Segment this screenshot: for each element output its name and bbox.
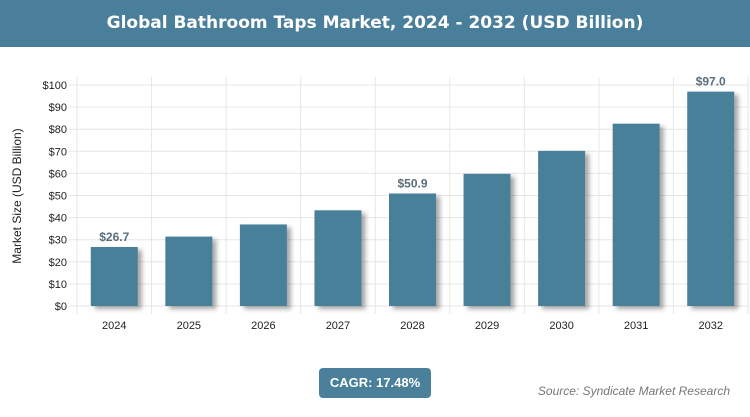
y-tick-label: $0 <box>55 301 67 313</box>
y-tick-label: $60 <box>49 168 67 180</box>
data-label: $26.7 <box>99 230 129 244</box>
bar-2024 <box>90 246 138 306</box>
data-label: $97.0 <box>696 75 726 89</box>
y-tick-label: $90 <box>49 102 67 114</box>
bar-2032 <box>687 91 735 306</box>
x-tick-label: 2026 <box>251 320 275 332</box>
y-axis-label: Market Size (USD Billion) <box>10 128 24 263</box>
y-tick-label: $80 <box>49 124 67 136</box>
bar-2031 <box>612 123 660 306</box>
y-tick-label: $10 <box>49 279 67 291</box>
source-note: Source: Syndicate Market Research <box>537 384 730 398</box>
bar-2028 <box>389 193 436 306</box>
bar-2026 <box>239 224 287 306</box>
y-tick-label: $100 <box>43 80 67 92</box>
y-tick-label: $30 <box>49 235 67 247</box>
bar-2027 <box>314 210 362 306</box>
x-tick-label: 2027 <box>326 320 350 332</box>
x-tick-label: 2031 <box>624 320 648 332</box>
x-tick-label: 2032 <box>698 320 722 332</box>
bar-2025 <box>165 236 213 306</box>
x-tick-label: 2029 <box>475 320 499 332</box>
x-tick-label: 2024 <box>102 320 126 332</box>
x-tick-label: 2030 <box>549 320 573 332</box>
bar-2029 <box>463 173 511 306</box>
chart-title: Global Bathroom Taps Market, 2024 - 2032… <box>0 0 750 47</box>
y-tick-label: $50 <box>49 191 67 203</box>
x-tick-label: 2025 <box>177 320 201 332</box>
x-tick-label: 2028 <box>400 320 424 332</box>
y-tick-label: $70 <box>49 146 67 158</box>
y-tick-label: $40 <box>49 213 67 225</box>
y-tick-label: $20 <box>49 257 67 269</box>
bar-2030 <box>538 150 586 306</box>
cagr-badge: CAGR: 17.48% <box>319 368 431 398</box>
data-label: $50.9 <box>397 177 427 191</box>
